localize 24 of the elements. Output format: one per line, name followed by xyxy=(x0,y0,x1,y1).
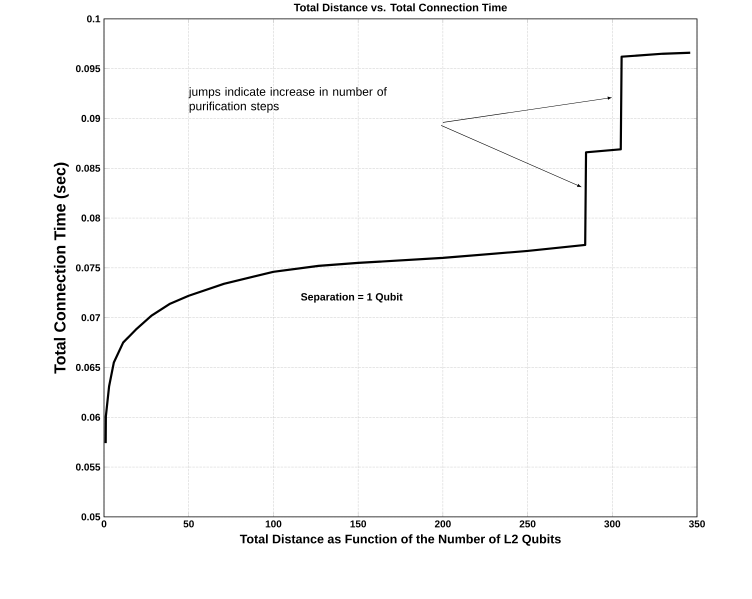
y-tick-label: 0.05 xyxy=(81,513,100,520)
y-tick-label: 0.1 xyxy=(87,15,100,22)
y-tick-label: 0.095 xyxy=(76,65,100,72)
y-tick-label: 0.085 xyxy=(76,164,100,172)
annotation: jumps indicate increase in number of purification steps xyxy=(188,87,387,113)
y-tick-label: 0.065 xyxy=(76,364,100,372)
x-tick-label: 350 xyxy=(688,520,705,528)
annotation: Separation = 1 Qubit xyxy=(300,292,403,303)
y-tick-label: 0.075 xyxy=(76,264,100,272)
y-tick-label: 0.055 xyxy=(76,464,100,471)
y-tick-label: 0.09 xyxy=(81,114,100,122)
x-tick-label: 250 xyxy=(520,520,536,528)
x-tick-label: 0 xyxy=(102,520,106,528)
x-tick-label: 100 xyxy=(266,520,282,528)
y-axis-title: Total Connection Time (sec) xyxy=(54,162,69,374)
x-tick-label: 200 xyxy=(434,520,451,528)
x-tick-label: 150 xyxy=(350,520,366,528)
x-tick-label: 50 xyxy=(183,520,194,528)
y-tick-label: 0.06 xyxy=(81,414,100,421)
y-tick-label: 0.08 xyxy=(81,214,100,222)
x-tick-label: 300 xyxy=(604,520,620,528)
chart-title: Total Distance vs. Total Connection Time xyxy=(294,3,507,12)
y-tick-label: 0.07 xyxy=(81,314,100,322)
x-axis-title: Total Distance as Function of the Number of L2 Qubits xyxy=(240,534,561,546)
